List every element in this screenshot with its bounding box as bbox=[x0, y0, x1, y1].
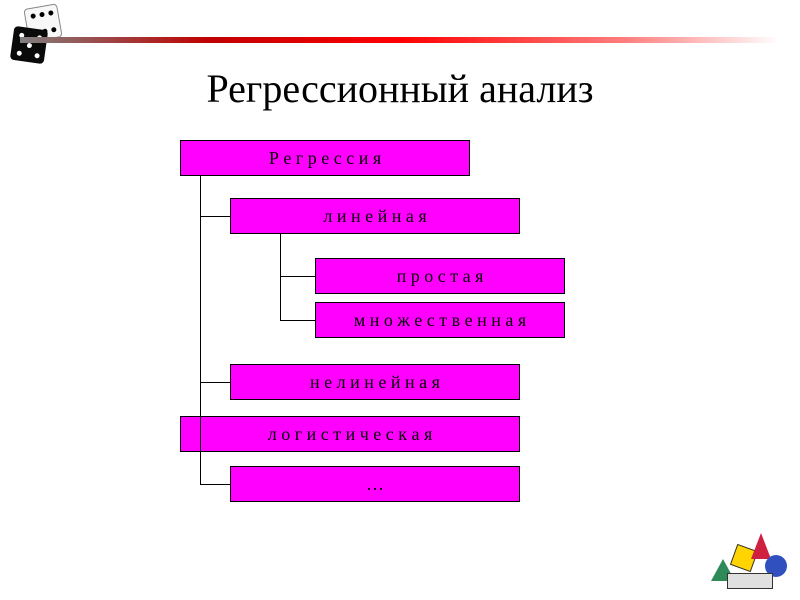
tree-node-etc: … bbox=[230, 466, 520, 502]
tree-node-root: Р е г р е с с и я bbox=[180, 140, 470, 176]
tree-node-logistic: л о г и с т и ч е с к а я bbox=[180, 416, 520, 452]
connector-vertical bbox=[200, 176, 201, 484]
header-divider bbox=[20, 30, 780, 36]
tree-node-nonlinear: н е л и н е й н а я bbox=[230, 364, 520, 400]
connector-horizontal bbox=[200, 382, 230, 383]
tree-node-linear: л и н е й н а я bbox=[230, 198, 520, 234]
tree-node-simple: п р о с т а я bbox=[315, 258, 565, 294]
connector-horizontal bbox=[200, 484, 230, 485]
slide-title: Регрессионный анализ bbox=[0, 65, 800, 112]
shapes-icon bbox=[709, 529, 794, 594]
tree-node-multiple: м н о ж е с т в е н н а я bbox=[315, 302, 565, 338]
connector-horizontal bbox=[280, 276, 315, 277]
divider-gradient-icon bbox=[20, 37, 780, 43]
connector-horizontal bbox=[200, 216, 230, 217]
connector-horizontal bbox=[280, 320, 315, 321]
connector-vertical bbox=[280, 234, 281, 320]
slide: Регрессионный анализ Р е г р е с с и я л … bbox=[0, 0, 800, 600]
